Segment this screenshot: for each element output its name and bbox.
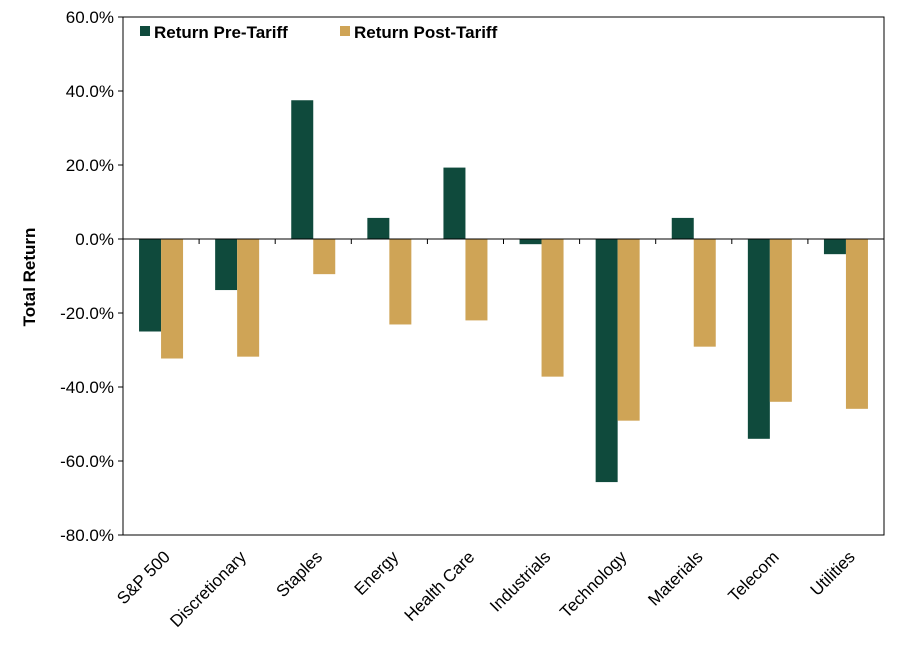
bar-pre-tariff bbox=[215, 239, 238, 291]
bar-post-tariff bbox=[693, 239, 716, 347]
bar-pre-tariff bbox=[671, 217, 694, 239]
y-tick-label: -60.0% bbox=[60, 452, 114, 471]
bar-post-tariff bbox=[541, 239, 564, 377]
y-tick-label: -20.0% bbox=[60, 304, 114, 323]
x-tick-label: Energy bbox=[351, 547, 403, 599]
x-tick-label: Utilities bbox=[807, 547, 859, 599]
legend-label: Return Post-Tariff bbox=[354, 23, 498, 42]
bar-post-tariff bbox=[389, 239, 412, 325]
x-tick-label: Materials bbox=[644, 547, 706, 609]
x-tick-label: Technology bbox=[556, 547, 631, 622]
bar-post-tariff bbox=[237, 239, 260, 357]
bar-pre-tariff bbox=[139, 239, 162, 332]
legend-swatch bbox=[140, 26, 150, 36]
bar-pre-tariff bbox=[367, 217, 390, 239]
y-tick-label: 60.0% bbox=[66, 8, 114, 27]
y-tick-label: -40.0% bbox=[60, 378, 114, 397]
x-tick-label: Industrials bbox=[486, 547, 554, 615]
bar-pre-tariff bbox=[519, 239, 542, 245]
bar-post-tariff bbox=[465, 239, 488, 321]
bar-post-tariff bbox=[313, 239, 336, 275]
bar-pre-tariff bbox=[443, 167, 466, 239]
x-tick-label: Telecom bbox=[724, 547, 782, 605]
bar-post-tariff bbox=[845, 239, 868, 409]
bar-pre-tariff bbox=[823, 239, 846, 255]
legend-label: Return Pre-Tariff bbox=[154, 23, 288, 42]
y-tick-label: 40.0% bbox=[66, 82, 114, 101]
x-tick-label: Health Care bbox=[401, 547, 479, 625]
y-tick-label: -80.0% bbox=[60, 526, 114, 545]
bar-pre-tariff bbox=[595, 239, 618, 483]
bar-pre-tariff bbox=[291, 100, 314, 239]
x-tick-label: Discretionary bbox=[166, 547, 250, 631]
bar-post-tariff bbox=[161, 239, 184, 359]
bar-pre-tariff bbox=[747, 239, 770, 439]
x-tick-label: S&P 500 bbox=[113, 547, 174, 608]
legend: Return Pre-Tariff Return Post-Tariff bbox=[140, 23, 498, 42]
plot-frame bbox=[122, 16, 885, 536]
y-tick-label: 20.0% bbox=[66, 156, 114, 175]
x-tick-label: Staples bbox=[273, 547, 327, 601]
bar-post-tariff bbox=[617, 239, 640, 421]
legend-swatch bbox=[340, 26, 350, 36]
bar-post-tariff bbox=[769, 239, 792, 402]
y-axis-label: Total Return bbox=[20, 228, 39, 327]
y-tick-label: 0.0% bbox=[75, 230, 114, 249]
